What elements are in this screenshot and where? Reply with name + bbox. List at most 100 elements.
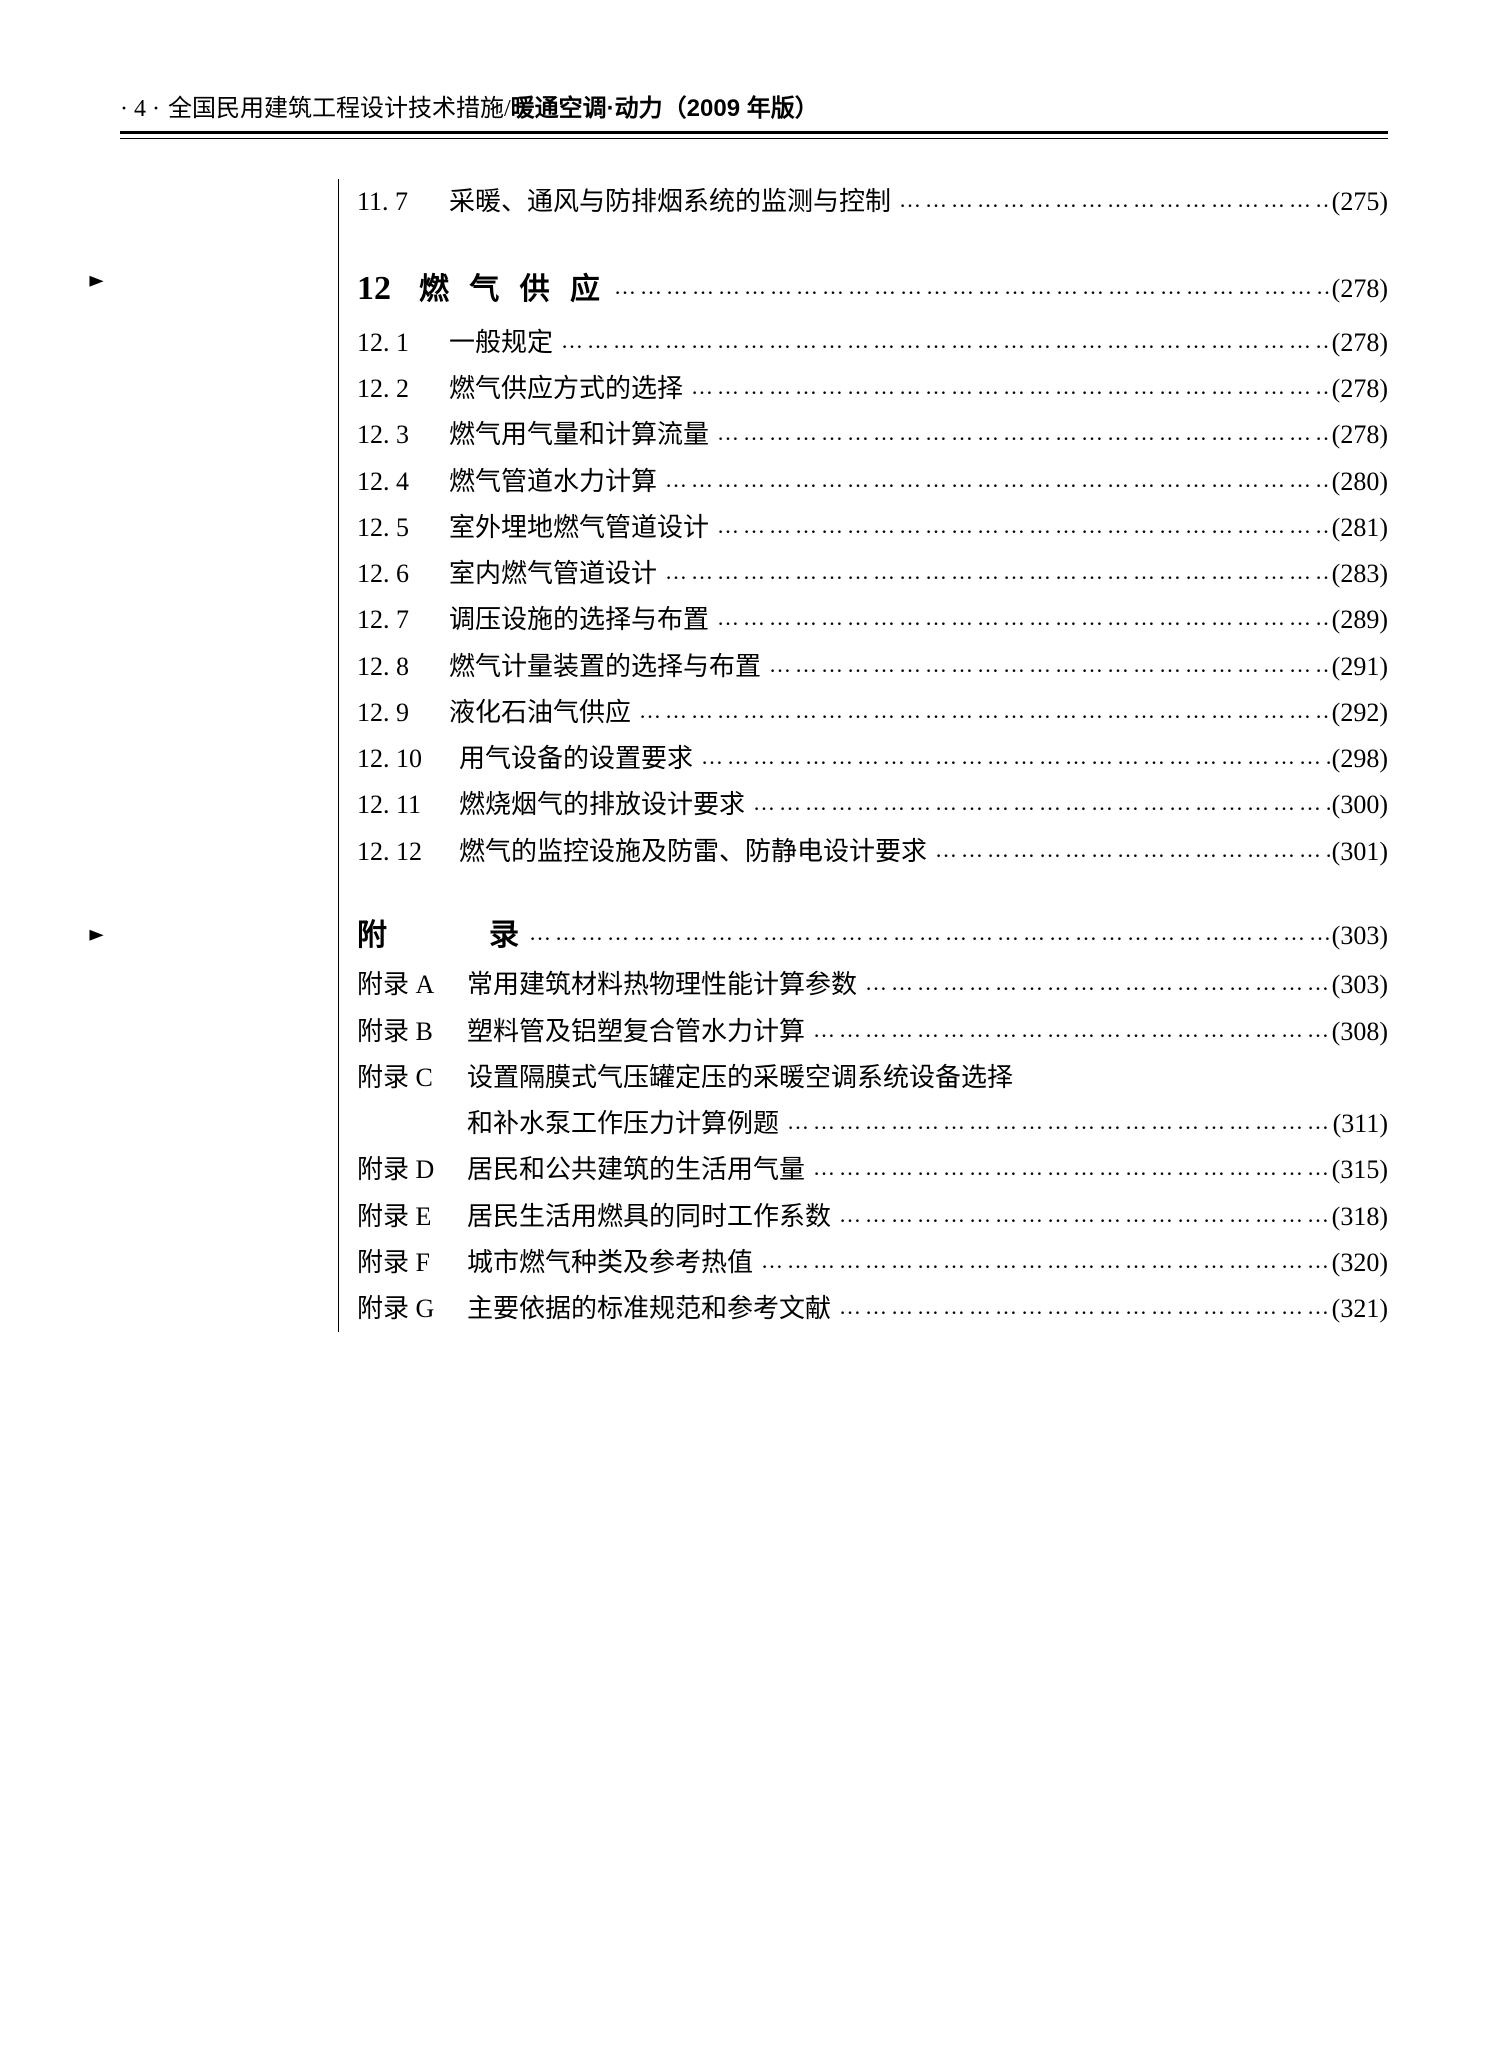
- section-number: 12. 2: [357, 366, 449, 412]
- header-title-bold: 暖通空调·动力（2009 年版）: [511, 88, 819, 123]
- dot-leader: [709, 506, 1332, 545]
- chapter-arrow-icon: ▸: [89, 267, 103, 293]
- appendix-item-label: 附录 D: [357, 1147, 467, 1193]
- page-ref: (278): [1332, 266, 1388, 312]
- toc-entry: 12. 9 液化石油气供应 (292): [357, 690, 1388, 736]
- toc-entry: 12. 7 调压设施的选择与布置 (289): [357, 597, 1388, 643]
- page-ref: (320): [1332, 1240, 1388, 1286]
- chapter-arrow-icon: ▸: [89, 921, 103, 947]
- section-number: 12. 7: [357, 597, 449, 643]
- appendix-item-label: 附录 B: [357, 1009, 467, 1055]
- toc-entry: 12. 11 燃烧烟气的排放设计要求 (300): [357, 782, 1388, 828]
- dot-leader: [745, 783, 1332, 822]
- page-ref: (289): [1332, 597, 1388, 643]
- section-title: 室外埋地燃气管道设计: [449, 505, 709, 551]
- page-ref: (275): [1332, 179, 1388, 225]
- page-ref: (298): [1332, 736, 1388, 782]
- dot-leader: [857, 963, 1332, 1002]
- page-ref: (291): [1332, 644, 1388, 690]
- chapter-title: 燃 气 供 应: [419, 263, 606, 316]
- section-title: 塑料管及铝塑复合管水力计算: [467, 1009, 805, 1055]
- page-ref: (321): [1332, 1286, 1388, 1332]
- toc-chapter: 12 燃 气 供 应 (278): [357, 259, 1388, 320]
- page-number-top: · 4 ·: [120, 96, 160, 123]
- section-title: 城市燃气种类及参考热值: [467, 1240, 753, 1286]
- page-ref: (308): [1332, 1009, 1388, 1055]
- section-number: 12. 5: [357, 505, 449, 551]
- appendix-item-label: 附录 A: [357, 962, 467, 1008]
- dot-leader: [657, 552, 1332, 591]
- toc-entry: 附录 A 常用建筑材料热物理性能计算参数 (303): [357, 962, 1388, 1008]
- dot-leader: [927, 830, 1332, 869]
- section-number: 12. 12: [357, 829, 459, 875]
- section-title: 主要依据的标准规范和参考文献: [467, 1286, 831, 1332]
- section-title: 燃气的监控设施及防雷、防静电设计要求: [459, 829, 927, 875]
- toc-entry: 12. 3 燃气用气量和计算流量 (278): [357, 412, 1388, 458]
- toc-entry: 附录 C 设置隔膜式气压罐定压的采暖空调系统设备选择: [357, 1055, 1388, 1101]
- page-ref: (315): [1332, 1147, 1388, 1193]
- toc-entry: 附录 B 塑料管及铝塑复合管水力计算 (308): [357, 1009, 1388, 1055]
- section-number: 12. 4: [357, 459, 449, 505]
- dot-leader: [521, 913, 1332, 952]
- dot-leader: [631, 691, 1332, 730]
- dot-leader: [831, 1287, 1332, 1326]
- section-number: 12. 3: [357, 412, 449, 458]
- chapter-number: 12: [357, 259, 419, 320]
- section-title: 燃气计量装置的选择与布置: [449, 644, 761, 690]
- section-title: 燃气供应方式的选择: [449, 366, 683, 412]
- section-title: 室内燃气管道设计: [449, 551, 657, 597]
- toc-chapter: 附 录 (303): [357, 909, 1388, 962]
- dot-leader: [553, 321, 1332, 360]
- running-header: · 4 · 全国民用建筑工程设计技术措施/ 暖通空调·动力（2009 年版）: [120, 88, 1388, 123]
- dot-leader: [805, 1148, 1332, 1187]
- section-number: 12. 1: [357, 320, 449, 366]
- dot-leader: [805, 1010, 1332, 1049]
- section-number: 12. 8: [357, 644, 449, 690]
- section-number: 12. 6: [357, 551, 449, 597]
- page-ref: (311): [1333, 1101, 1388, 1147]
- appendix-item-label: 附录 C: [357, 1055, 467, 1101]
- appendix-title: 录: [489, 909, 521, 962]
- section-title: 用气设备的设置要求: [459, 736, 693, 782]
- page-ref: (281): [1332, 505, 1388, 551]
- dot-leader: [761, 645, 1332, 684]
- section-title: 居民和公共建筑的生活用气量: [467, 1147, 805, 1193]
- page-ref: (278): [1332, 366, 1388, 412]
- section-title: 一般规定: [449, 320, 553, 366]
- section-title: 设置隔膜式气压罐定压的采暖空调系统设备选择: [467, 1055, 1013, 1101]
- header-rule: [120, 131, 1388, 139]
- dot-leader: [753, 1241, 1332, 1280]
- toc-entry: 附录 G 主要依据的标准规范和参考文献 (321): [357, 1286, 1388, 1332]
- section-title: 液化石油气供应: [449, 690, 631, 736]
- appendix-label: 附: [357, 909, 489, 962]
- dot-leader: [693, 737, 1332, 776]
- toc-entry: 附录 F 城市燃气种类及参考热值 (320): [357, 1240, 1388, 1286]
- toc-entry: 12. 8 燃气计量装置的选择与布置 (291): [357, 644, 1388, 690]
- section-title: 居民生活用燃具的同时工作系数: [467, 1194, 831, 1240]
- section-title: 燃气管道水力计算: [449, 459, 657, 505]
- page-ref: (283): [1332, 551, 1388, 597]
- section-title: 调压设施的选择与布置: [449, 597, 709, 643]
- toc-entry: 12. 4 燃气管道水力计算 (280): [357, 459, 1388, 505]
- dot-leader: [709, 598, 1332, 637]
- section-number: 12. 10: [357, 736, 459, 782]
- appendix-item-label: 附录 E: [357, 1194, 467, 1240]
- section-number: 12. 11: [357, 782, 459, 828]
- section-title: 常用建筑材料热物理性能计算参数: [467, 962, 857, 1008]
- dot-leader: [657, 460, 1332, 499]
- toc-entry-continuation: 和补水泵工作压力计算例题 (311): [467, 1101, 1388, 1147]
- dot-leader: [831, 1195, 1332, 1234]
- page-ref: (303): [1332, 962, 1388, 1008]
- appendix-item-label: 附录 G: [357, 1286, 467, 1332]
- page-ref: (301): [1332, 829, 1388, 875]
- section-title: 燃烧烟气的排放设计要求: [459, 782, 745, 828]
- dot-leader: [606, 267, 1332, 306]
- dot-leader: [709, 413, 1332, 452]
- page-ref: (292): [1332, 690, 1388, 736]
- section-title: 燃气用气量和计算流量: [449, 412, 709, 458]
- page-ref: (278): [1332, 412, 1388, 458]
- toc-entry: 附录 E 居民生活用燃具的同时工作系数 (318): [357, 1194, 1388, 1240]
- section-number: 12. 9: [357, 690, 449, 736]
- appendix-item-label: 附录 F: [357, 1240, 467, 1286]
- toc-entry: 12. 1 一般规定 (278): [357, 320, 1388, 366]
